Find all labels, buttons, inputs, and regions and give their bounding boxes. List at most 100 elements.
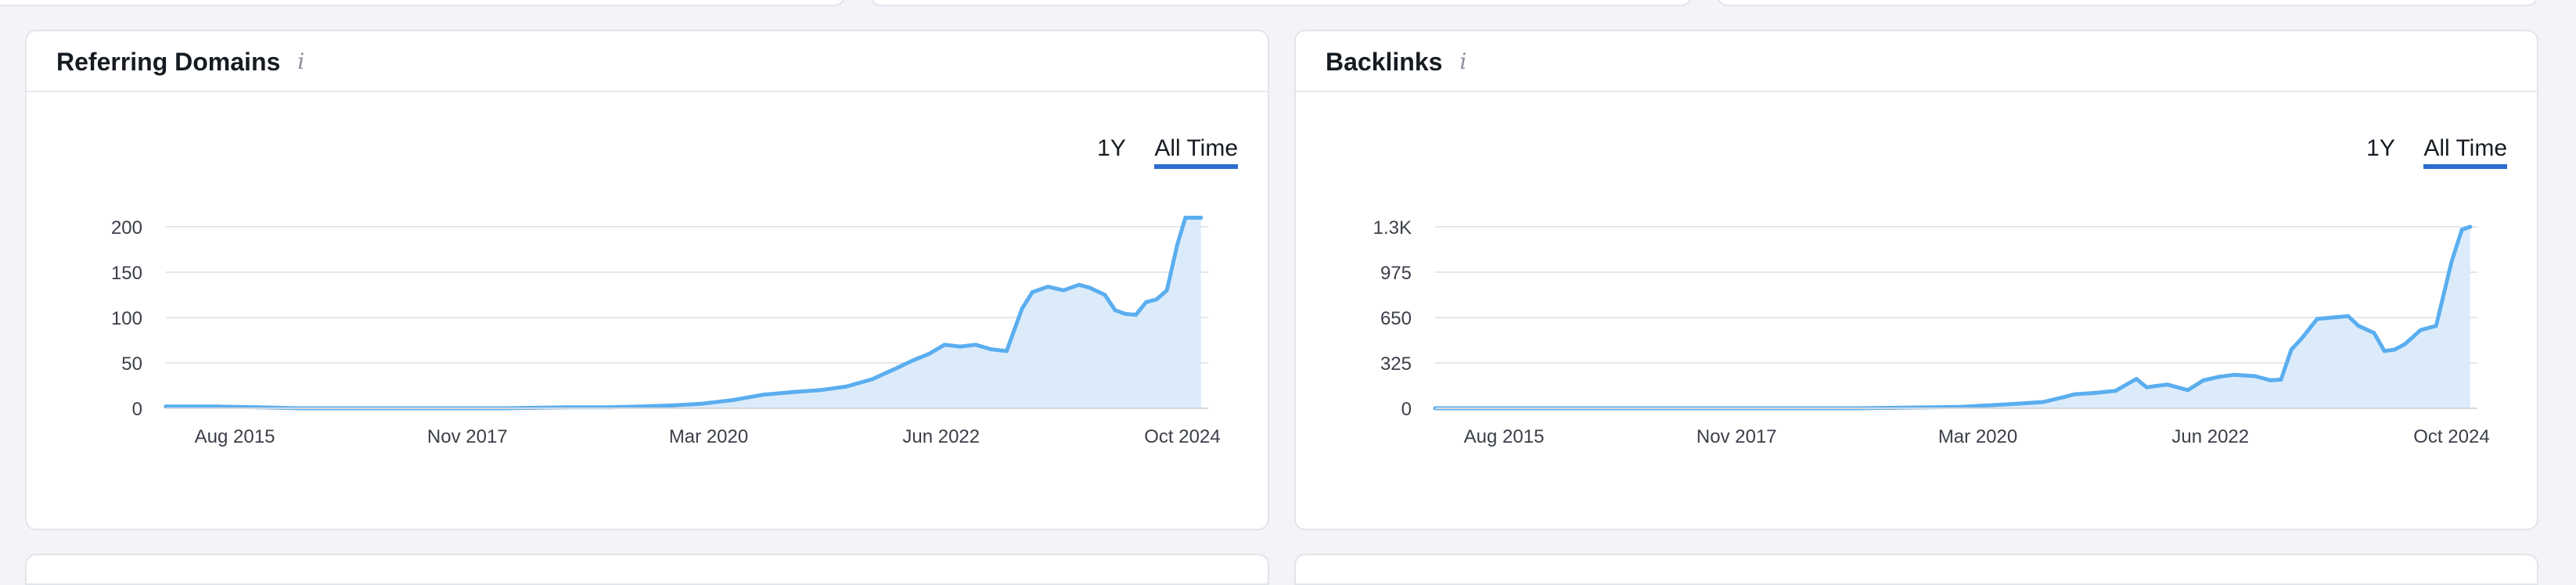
- x-tick-label: Aug 2015: [1464, 426, 1545, 447]
- card-stub-bottom-2: [1294, 554, 2538, 585]
- data-point: [1103, 292, 1107, 297]
- data-point: [1061, 288, 1066, 292]
- data-point: [1045, 285, 1050, 289]
- data-point: [2434, 324, 2438, 328]
- data-point: [912, 358, 916, 362]
- data-point: [2217, 375, 2222, 379]
- range-all-time-button[interactable]: All Time: [1154, 131, 1238, 169]
- data-point: [2403, 342, 2407, 346]
- data-point: [1113, 308, 1117, 313]
- data-point: [1192, 215, 1196, 220]
- data-point: [2134, 377, 2139, 381]
- y-tick-label: 200: [111, 217, 142, 239]
- data-point: [2144, 385, 2149, 389]
- data-point: [214, 404, 218, 409]
- data-point: [989, 347, 994, 352]
- data-point: [1199, 215, 1203, 220]
- data-point: [2201, 378, 2206, 382]
- series-area: [166, 217, 1201, 408]
- x-tick-label: Jun 2022: [902, 426, 980, 447]
- data-point: [2155, 383, 2159, 388]
- data-point: [2010, 402, 2015, 407]
- card-title: Backlinks i: [1326, 47, 1466, 77]
- data-point: [2041, 400, 2045, 404]
- data-point: [1183, 215, 1188, 220]
- data-point: [1077, 282, 1081, 287]
- card-stub-bottom-1: [25, 554, 1269, 585]
- data-point: [1030, 290, 1034, 294]
- referring-domains-chart: 0 50 100 150 200 Aug 2015 Nov 2017 Mar 2020 Jun …: [111, 215, 1221, 447]
- data-point: [973, 343, 978, 347]
- data-point: [1175, 242, 1179, 247]
- data-point: [2232, 372, 2237, 377]
- x-tick-label: Jun 2022: [2171, 426, 2249, 447]
- y-tick-label: 150: [111, 263, 142, 284]
- data-point: [1164, 288, 1169, 292]
- data-point: [1134, 313, 1138, 317]
- data-point: [2072, 392, 2077, 397]
- data-point: [730, 398, 735, 403]
- data-point: [926, 351, 931, 356]
- data-point: [1123, 311, 1128, 316]
- range-toggle: 1Y All Time: [1072, 131, 1238, 175]
- range-toggle: 1Y All Time: [2341, 131, 2507, 175]
- backlinks-chart: 0 325 650 975 1.3K Aug 2015 Nov 2017 Mar 2020 Ju…: [1373, 217, 2490, 447]
- y-tick-label: 650: [1380, 308, 1412, 329]
- card-title: Referring Domains i: [56, 47, 304, 77]
- y-tick-label: 325: [1380, 354, 1412, 375]
- data-point: [2186, 388, 2190, 393]
- range-1y-button[interactable]: 1Y: [2366, 135, 2395, 161]
- data-point: [2468, 224, 2473, 229]
- range-all-time-button[interactable]: All Time: [2423, 131, 2507, 169]
- data-point: [1154, 297, 1159, 302]
- y-tick-label: 100: [111, 308, 142, 329]
- x-tick-label: Oct 2024: [2413, 426, 2489, 447]
- card-header: Referring Domains i: [27, 31, 1268, 92]
- data-point: [638, 404, 642, 409]
- data-point: [2268, 378, 2273, 382]
- data-point: [942, 343, 947, 347]
- data-point: [164, 404, 168, 409]
- data-point: [896, 365, 901, 370]
- y-tick-label: 0: [132, 399, 142, 420]
- info-icon[interactable]: i: [297, 48, 305, 74]
- data-point: [2092, 390, 2097, 395]
- data-point: [2253, 374, 2258, 379]
- data-point: [668, 404, 673, 407]
- x-tick-label: Nov 2017: [1696, 426, 1777, 447]
- data-point: [844, 384, 849, 389]
- data-point: [1004, 349, 1009, 354]
- card-stub-top-3: [1717, 0, 2538, 6]
- referring-domains-card: Referring Domains i 1Y All Time 0 50 100 150…: [25, 30, 1269, 530]
- y-tick-label: 50: [121, 354, 142, 375]
- data-point: [958, 344, 962, 349]
- data-point: [870, 377, 875, 382]
- y-tick-label: 0: [1401, 399, 1412, 420]
- data-point: [2289, 347, 2294, 352]
- info-icon[interactable]: i: [1459, 48, 1467, 74]
- data-point: [2062, 395, 2067, 400]
- data-point: [2459, 228, 2464, 232]
- data-point: [2356, 324, 2361, 328]
- data-point: [1020, 306, 1024, 310]
- x-tick-label: Aug 2015: [195, 426, 275, 447]
- data-point: [2382, 349, 2387, 354]
- y-tick-label: 975: [1380, 263, 1412, 284]
- x-tick-label: Mar 2020: [669, 426, 748, 447]
- data-point: [1144, 300, 1149, 304]
- data-point: [2392, 347, 2397, 352]
- card-stub-top-2: [870, 0, 1692, 6]
- x-tick-label: Oct 2024: [1144, 426, 1220, 447]
- card-title-text: Backlinks: [1326, 48, 1443, 76]
- data-point: [2372, 331, 2376, 336]
- x-tick-label: Mar 2020: [1938, 426, 2017, 447]
- card-stub-top-1: [0, 0, 845, 6]
- series-area: [1435, 227, 2470, 408]
- data-point: [2114, 389, 2118, 393]
- data-point: [761, 393, 766, 397]
- x-tick-label: Nov 2017: [427, 426, 508, 447]
- backlinks-card: Backlinks i 1Y All Time 0 325 650 975 1.3K Aug…: [1294, 30, 2538, 530]
- data-point: [2315, 317, 2319, 321]
- data-point: [700, 401, 704, 406]
- range-1y-button[interactable]: 1Y: [1097, 135, 1126, 161]
